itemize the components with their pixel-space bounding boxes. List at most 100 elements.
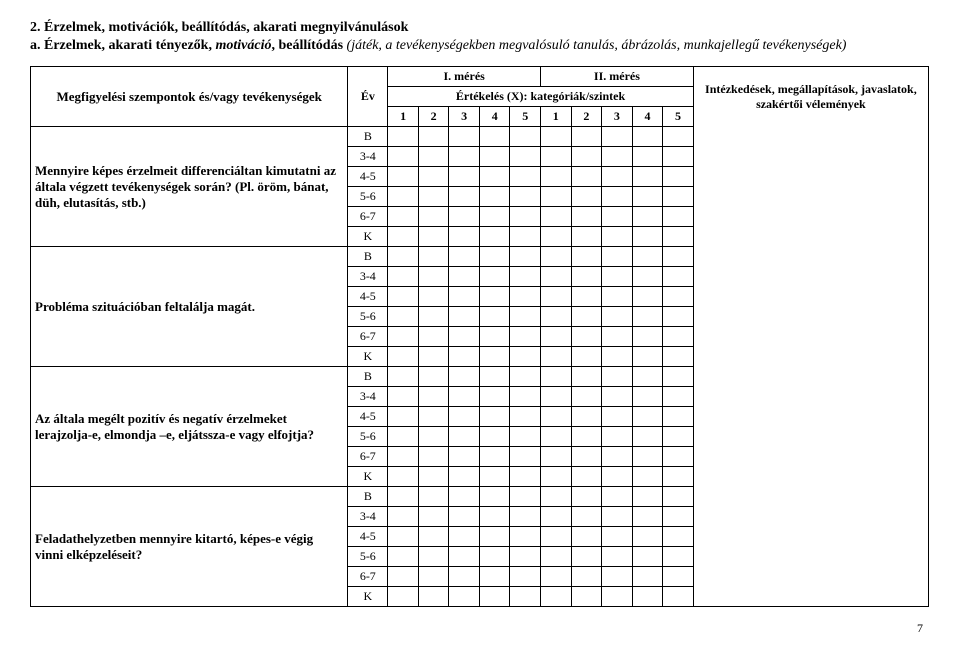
grid-cell[interactable]	[541, 207, 572, 227]
grid-cell[interactable]	[388, 307, 419, 327]
grid-cell[interactable]	[571, 207, 602, 227]
grid-cell[interactable]	[449, 267, 480, 287]
grid-cell[interactable]	[663, 587, 694, 607]
grid-cell[interactable]	[663, 227, 694, 247]
grid-cell[interactable]	[449, 567, 480, 587]
grid-cell[interactable]	[388, 507, 419, 527]
grid-cell[interactable]	[418, 547, 449, 567]
grid-cell[interactable]	[541, 567, 572, 587]
grid-cell[interactable]	[663, 567, 694, 587]
grid-cell[interactable]	[479, 487, 510, 507]
grid-cell[interactable]	[602, 467, 633, 487]
grid-cell[interactable]	[449, 287, 480, 307]
grid-cell[interactable]	[602, 367, 633, 387]
grid-cell[interactable]	[602, 347, 633, 367]
grid-cell[interactable]	[510, 567, 541, 587]
grid-cell[interactable]	[388, 347, 419, 367]
grid-cell[interactable]	[571, 467, 602, 487]
grid-cell[interactable]	[479, 547, 510, 567]
grid-cell[interactable]	[602, 527, 633, 547]
grid-cell[interactable]	[449, 527, 480, 547]
grid-cell[interactable]	[479, 227, 510, 247]
grid-cell[interactable]	[571, 167, 602, 187]
grid-cell[interactable]	[541, 267, 572, 287]
grid-cell[interactable]	[571, 527, 602, 547]
grid-cell[interactable]	[541, 467, 572, 487]
grid-cell[interactable]	[602, 507, 633, 527]
grid-cell[interactable]	[418, 187, 449, 207]
grid-cell[interactable]	[602, 287, 633, 307]
grid-cell[interactable]	[541, 227, 572, 247]
grid-cell[interactable]	[663, 347, 694, 367]
grid-cell[interactable]	[541, 387, 572, 407]
grid-cell[interactable]	[663, 447, 694, 467]
grid-cell[interactable]	[571, 407, 602, 427]
grid-cell[interactable]	[663, 267, 694, 287]
grid-cell[interactable]	[479, 347, 510, 367]
grid-cell[interactable]	[388, 487, 419, 507]
grid-cell[interactable]	[388, 567, 419, 587]
grid-cell[interactable]	[449, 307, 480, 327]
grid-cell[interactable]	[663, 207, 694, 227]
grid-cell[interactable]	[479, 207, 510, 227]
grid-cell[interactable]	[541, 547, 572, 567]
grid-cell[interactable]	[663, 467, 694, 487]
grid-cell[interactable]	[663, 487, 694, 507]
grid-cell[interactable]	[571, 447, 602, 467]
grid-cell[interactable]	[510, 327, 541, 347]
grid-cell[interactable]	[388, 227, 419, 247]
grid-cell[interactable]	[418, 307, 449, 327]
grid-cell[interactable]	[418, 227, 449, 247]
grid-cell[interactable]	[663, 507, 694, 527]
grid-cell[interactable]	[388, 387, 419, 407]
grid-cell[interactable]	[602, 567, 633, 587]
grid-cell[interactable]	[632, 187, 663, 207]
grid-cell[interactable]	[388, 267, 419, 287]
grid-cell[interactable]	[479, 387, 510, 407]
grid-cell[interactable]	[632, 567, 663, 587]
grid-cell[interactable]	[571, 327, 602, 347]
grid-cell[interactable]	[602, 267, 633, 287]
grid-cell[interactable]	[663, 187, 694, 207]
grid-cell[interactable]	[510, 387, 541, 407]
grid-cell[interactable]	[632, 547, 663, 567]
grid-cell[interactable]	[510, 207, 541, 227]
grid-cell[interactable]	[388, 547, 419, 567]
grid-cell[interactable]	[418, 147, 449, 167]
grid-cell[interactable]	[541, 367, 572, 387]
grid-cell[interactable]	[388, 247, 419, 267]
grid-cell[interactable]	[418, 587, 449, 607]
grid-cell[interactable]	[388, 187, 419, 207]
grid-cell[interactable]	[541, 147, 572, 167]
grid-cell[interactable]	[632, 267, 663, 287]
grid-cell[interactable]	[479, 507, 510, 527]
grid-cell[interactable]	[632, 347, 663, 367]
grid-cell[interactable]	[479, 247, 510, 267]
grid-cell[interactable]	[541, 407, 572, 427]
grid-cell[interactable]	[479, 327, 510, 347]
grid-cell[interactable]	[571, 267, 602, 287]
grid-cell[interactable]	[479, 187, 510, 207]
grid-cell[interactable]	[418, 487, 449, 507]
grid-cell[interactable]	[510, 467, 541, 487]
grid-cell[interactable]	[449, 347, 480, 367]
grid-cell[interactable]	[632, 167, 663, 187]
grid-cell[interactable]	[479, 307, 510, 327]
grid-cell[interactable]	[510, 147, 541, 167]
grid-cell[interactable]	[449, 147, 480, 167]
grid-cell[interactable]	[602, 487, 633, 507]
grid-cell[interactable]	[571, 487, 602, 507]
grid-cell[interactable]	[510, 307, 541, 327]
grid-cell[interactable]	[632, 147, 663, 167]
grid-cell[interactable]	[541, 287, 572, 307]
grid-cell[interactable]	[541, 247, 572, 267]
grid-cell[interactable]	[663, 547, 694, 567]
grid-cell[interactable]	[510, 187, 541, 207]
grid-cell[interactable]	[418, 467, 449, 487]
grid-cell[interactable]	[632, 487, 663, 507]
grid-cell[interactable]	[663, 307, 694, 327]
grid-cell[interactable]	[602, 207, 633, 227]
grid-cell[interactable]	[602, 127, 633, 147]
grid-cell[interactable]	[632, 427, 663, 447]
grid-cell[interactable]	[449, 587, 480, 607]
